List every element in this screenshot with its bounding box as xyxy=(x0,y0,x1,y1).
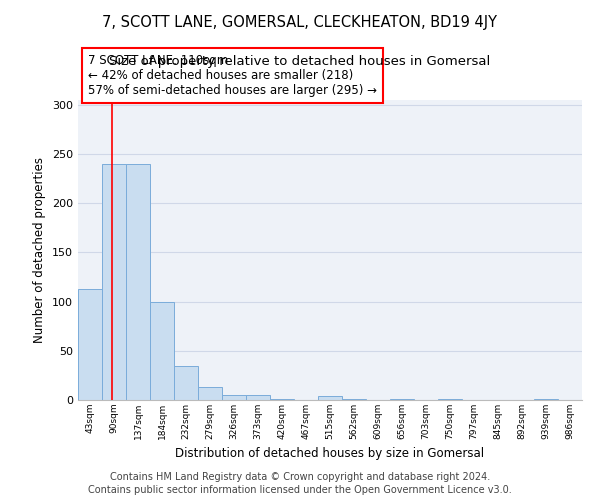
Bar xyxy=(318,396,342,400)
Bar xyxy=(342,399,366,400)
Bar xyxy=(174,366,198,400)
Text: 7, SCOTT LANE, GOMERSAL, CLECKHEATON, BD19 4JY: 7, SCOTT LANE, GOMERSAL, CLECKHEATON, BD… xyxy=(103,15,497,30)
Bar xyxy=(390,399,414,400)
Bar xyxy=(270,399,294,400)
Bar xyxy=(246,395,270,400)
Bar xyxy=(438,399,462,400)
X-axis label: Distribution of detached houses by size in Gomersal: Distribution of detached houses by size … xyxy=(175,448,485,460)
Text: Contains HM Land Registry data © Crown copyright and database right 2024.: Contains HM Land Registry data © Crown c… xyxy=(110,472,490,482)
Bar xyxy=(150,302,174,400)
Y-axis label: Number of detached properties: Number of detached properties xyxy=(34,157,46,343)
Bar xyxy=(534,399,558,400)
Bar xyxy=(222,395,246,400)
Bar xyxy=(102,164,126,400)
Text: 7 SCOTT LANE: 110sqm
← 42% of detached houses are smaller (218)
57% of semi-deta: 7 SCOTT LANE: 110sqm ← 42% of detached h… xyxy=(88,54,377,97)
Bar xyxy=(198,387,222,400)
Bar xyxy=(78,289,102,400)
Bar xyxy=(126,164,150,400)
Text: Contains public sector information licensed under the Open Government Licence v3: Contains public sector information licen… xyxy=(88,485,512,495)
Text: Size of property relative to detached houses in Gomersal: Size of property relative to detached ho… xyxy=(109,55,491,68)
